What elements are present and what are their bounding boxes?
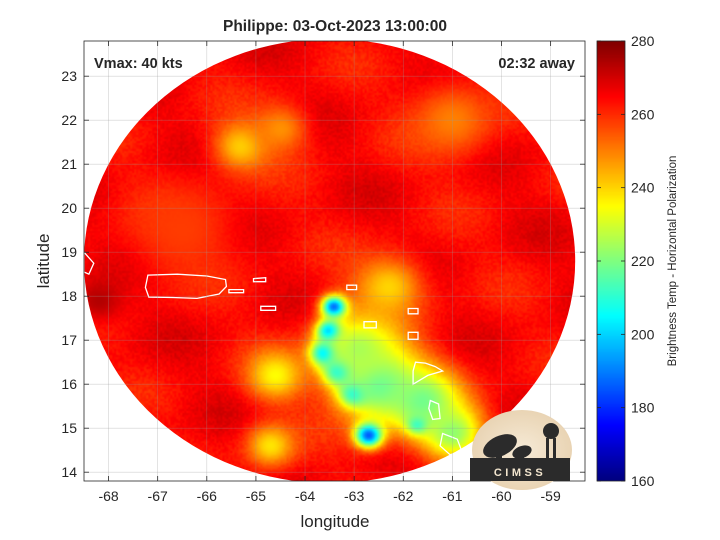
colorbar-tick-label: 240 <box>631 180 655 196</box>
coastlines <box>84 251 464 481</box>
colorbar-tick-label: 180 <box>631 400 655 416</box>
colorbar: 160 180 200 220 240 260 280 Brightness Temp - … <box>596 33 679 489</box>
y-tick-label: 14 <box>61 464 77 480</box>
coastline-hispaniola-tip <box>84 251 95 276</box>
y-axis-label: latitude <box>34 234 53 289</box>
x-tick-label: -66 <box>197 488 217 504</box>
colorbar-label: Brightness Temp - Horizontal Polarizatio… <box>667 156 679 367</box>
x-tick-label: -62 <box>393 488 413 504</box>
colorbar-tick-label: 260 <box>631 106 655 122</box>
y-tick-label: 16 <box>61 376 77 392</box>
y-tick-label: 15 <box>61 420 77 436</box>
x-tick-label: -67 <box>148 488 168 504</box>
coastline-guadeloupe <box>412 361 445 386</box>
y-tick-label: 22 <box>61 112 77 128</box>
colorbar-tick-label: 200 <box>631 326 655 342</box>
colorbar-gradient <box>597 41 625 481</box>
x-tick-label: -65 <box>246 488 266 504</box>
coastline-anguilla <box>346 284 358 291</box>
plot-frame <box>83 40 586 482</box>
y-axis: 14 15 16 17 18 19 20 21 22 23 <box>61 68 585 480</box>
y-tick-label: 21 <box>61 156 77 172</box>
cimss-logo: CIMSS <box>470 410 572 490</box>
coastline-barbuda <box>407 307 419 315</box>
coastline-virgin-islands <box>252 277 267 283</box>
coastline-st-lucia <box>447 467 459 481</box>
brightness-temperature-heatmap <box>84 41 576 481</box>
x-tick-label: -63 <box>344 488 364 504</box>
coastline-antigua <box>407 331 419 340</box>
colorbar-tick-label: 220 <box>631 253 655 269</box>
coastline-martinique <box>439 432 464 456</box>
x-tick-label: -68 <box>98 488 118 504</box>
coastline-st-croix <box>260 305 277 311</box>
y-tick-label: 18 <box>61 288 77 304</box>
y-tick-label: 23 <box>61 68 77 84</box>
x-tick-label: -59 <box>541 488 561 504</box>
colorbar-ticks: 160 180 200 220 240 260 280 <box>597 33 655 489</box>
x-axis: -68 -67 -66 -65 -64 -63 -62 -61 -60 -59 <box>98 41 561 504</box>
cimss-logo-text: CIMSS <box>494 467 546 479</box>
x-axis-label: longitude <box>300 512 369 531</box>
coastline-vieques <box>228 288 245 294</box>
y-tick-label: 17 <box>61 332 77 348</box>
x-tick-label: -64 <box>295 488 315 504</box>
colorbar-tick-label: 280 <box>631 33 655 49</box>
y-tick-label: 20 <box>61 200 77 216</box>
coastline-dominica <box>428 399 441 421</box>
x-tick-label: -61 <box>442 488 462 504</box>
colorbar-tick-label: 160 <box>631 473 655 489</box>
coastline-st-kitts <box>363 321 377 329</box>
vmax-annotation: Vmax: 40 kts <box>94 56 183 72</box>
coastline-puerto-rico <box>144 273 228 300</box>
time-away-annotation: 02:32 away <box>498 56 575 72</box>
y-tick-label: 19 <box>61 244 77 260</box>
chart-title: Philippe: 03-Oct-2023 13:00:00 <box>223 18 447 35</box>
x-tick-label: -60 <box>491 488 511 504</box>
